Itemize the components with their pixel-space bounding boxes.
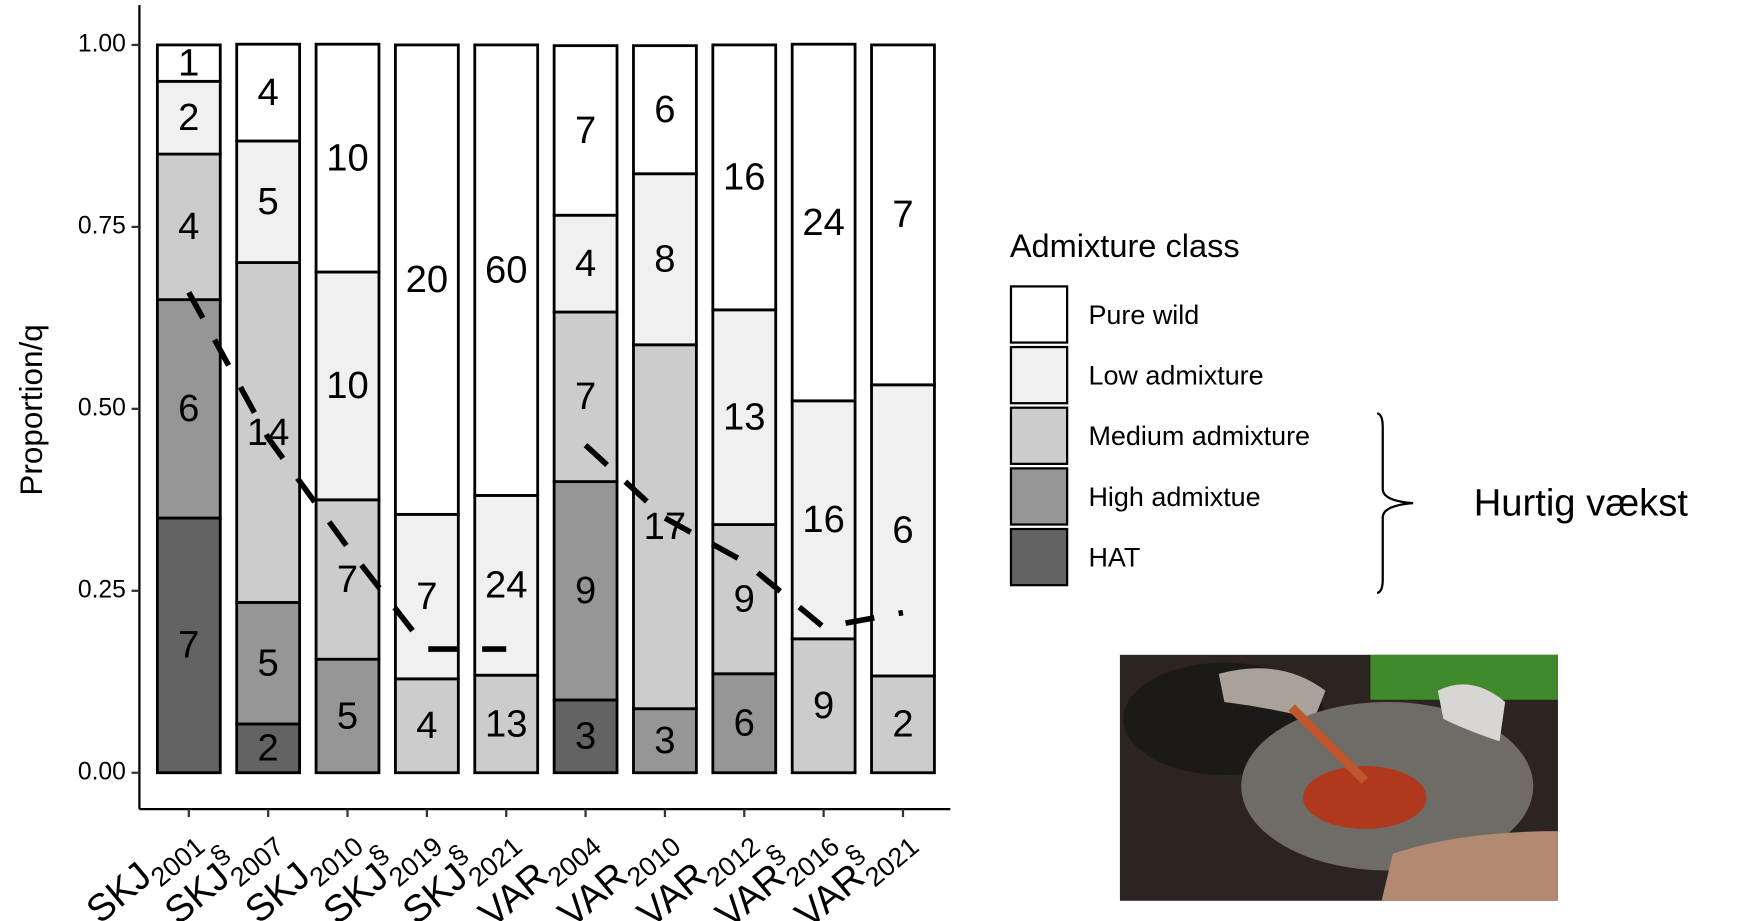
segment-label: 6 [892, 509, 913, 552]
legend-label: Medium admixture [1088, 421, 1310, 451]
segment-label: 9 [575, 569, 596, 612]
segment-label: 7 [892, 193, 913, 236]
y-tick-label: 0.25 [78, 576, 126, 603]
bar-segment [314, 498, 381, 661]
segment-label: 5 [337, 694, 358, 737]
bar-segment [235, 42, 302, 143]
bar-segment [632, 172, 698, 347]
legend-key [1009, 467, 1069, 526]
category-name: SKJ [78, 854, 159, 921]
bar-segment [711, 43, 778, 312]
legend-key [1009, 527, 1069, 587]
segment-label: 2 [892, 703, 913, 746]
bar-segment [632, 707, 698, 775]
segment-label: 3 [654, 719, 675, 762]
segment-label: 10 [326, 136, 368, 179]
segment-label: 13 [723, 396, 765, 439]
annotation: Hurtig vækst [1474, 482, 1689, 525]
legend-label: High admixtue [1088, 482, 1260, 512]
segment-label: 60 [485, 249, 527, 292]
bar-segment [790, 399, 857, 641]
segment-label: 7 [337, 558, 358, 601]
legend-label: HAT [1088, 542, 1140, 572]
trend-line [583, 443, 904, 631]
segment-label: 4 [416, 704, 437, 747]
segment-label: 4 [258, 71, 279, 114]
segment-label: 5 [258, 642, 279, 685]
segment-label: 9 [734, 577, 755, 620]
bar-segment [155, 43, 222, 83]
bar-segment [790, 637, 857, 775]
segment-label: 14 [247, 411, 289, 454]
bar-segment [235, 601, 302, 726]
bar-segment [235, 139, 302, 264]
segment-label: 13 [485, 702, 527, 745]
segment-label: 7 [575, 109, 596, 152]
bar-segment [394, 43, 460, 516]
segment-label: 5 [258, 180, 279, 223]
segment-label: 6 [178, 387, 199, 430]
legend-label: Pure wild [1088, 300, 1199, 330]
bar-segment [473, 43, 540, 497]
y-tick-label: 1.00 [78, 30, 126, 57]
bar-segment [552, 480, 619, 702]
legend-key [1009, 406, 1069, 465]
bar-segment [790, 42, 857, 403]
y-tick-label: 0.00 [78, 758, 126, 785]
legend-key [1009, 345, 1069, 405]
segment-label: 2 [258, 727, 279, 770]
bar-segment [711, 308, 778, 526]
segment-label: 4 [575, 242, 596, 285]
bracket [1376, 412, 1414, 595]
segment-label: 16 [802, 498, 844, 541]
bar-segment [870, 383, 936, 678]
segment-label: 7 [416, 575, 437, 618]
bar-segment [235, 261, 302, 604]
segment-label: 24 [485, 564, 527, 607]
bar-segment [314, 270, 381, 502]
bar-segment [314, 42, 381, 274]
category-sub: 2021 [859, 831, 924, 893]
legend-key [1009, 285, 1069, 344]
bar-segment [552, 44, 619, 217]
y-tick-label: 0.50 [78, 394, 126, 421]
bar-segment [632, 44, 698, 176]
segment-label: 2 [178, 96, 199, 139]
bar-segment [870, 43, 936, 387]
segment-label: 7 [575, 375, 596, 418]
segment-label: 10 [326, 364, 368, 407]
y-axis-title: Proportion/q [14, 324, 49, 495]
trend-line [186, 291, 507, 652]
segment-label: 20 [406, 258, 448, 301]
legend-label: Low admixture [1088, 361, 1263, 391]
segment-label: 9 [813, 684, 834, 727]
segment-label: 8 [654, 238, 675, 281]
segment-label: 6 [734, 702, 755, 745]
segment-label: 6 [654, 88, 675, 131]
segment-label: 7 [178, 624, 199, 667]
legend-title: Admixture class [1010, 228, 1240, 264]
photo [1119, 654, 1558, 901]
bar-segment [314, 657, 381, 775]
bar-segment [711, 672, 778, 775]
segment-label: 3 [575, 715, 596, 758]
y-tick-label: 0.75 [78, 212, 126, 239]
segment-label: 1 [178, 41, 199, 84]
segment-label: 16 [723, 156, 765, 199]
segment-label: 24 [802, 201, 844, 244]
bar-segment [552, 310, 619, 484]
segment-label: 4 [178, 205, 199, 248]
